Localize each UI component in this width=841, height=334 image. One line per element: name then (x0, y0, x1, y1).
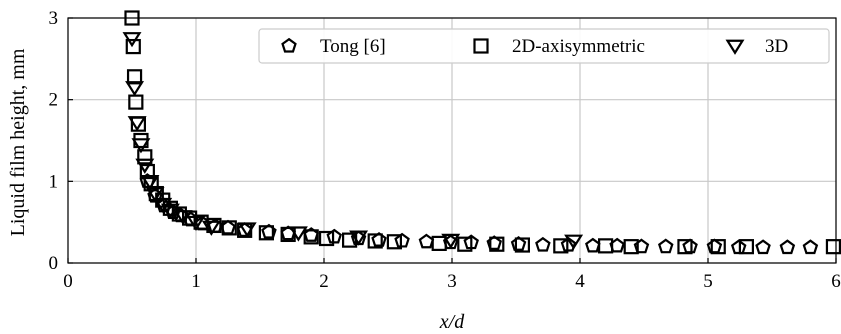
x-tick-label: 0 (63, 271, 73, 292)
data-point-triangle-down (201, 220, 221, 236)
data-point-pentagon (779, 239, 796, 255)
data-point-triangle-down (145, 187, 165, 203)
y-tick-label: 1 (49, 171, 59, 192)
legend-label: 3D (765, 36, 788, 57)
data-point-square (206, 217, 222, 234)
y-axis-label: Liquid film height, mm (7, 48, 29, 236)
legend-marker-triangle-down (725, 39, 745, 55)
legend-label: Tong [6] (320, 36, 386, 57)
x-axis-label: x/d (439, 311, 465, 333)
data-point-square (457, 236, 473, 252)
data-point-pentagon (585, 237, 601, 253)
data-point-triangle-down (140, 174, 160, 191)
data-point-pentagon (802, 239, 819, 255)
data-point-pentagon (730, 239, 747, 255)
data-point-square (597, 238, 614, 254)
data-point-square (677, 239, 693, 255)
data-point-pentagon (633, 238, 650, 254)
data-point-triangle-down (122, 32, 142, 48)
plot-frame (67, 17, 837, 264)
axes (67, 17, 837, 264)
legend-box (258, 28, 830, 64)
x-tick-label: 1 (191, 271, 201, 292)
data-point-pentagon (657, 238, 674, 254)
data-point-triangle-down (127, 116, 147, 132)
data-point-square (318, 230, 335, 247)
data-point-pentagon (261, 223, 277, 239)
legend-marker-pentagon (281, 37, 297, 53)
data-point-square (126, 69, 143, 85)
x-tick-label: 6 (831, 271, 841, 292)
data-point-square (514, 237, 531, 253)
data-point-square (124, 10, 140, 26)
x-tick-label: 2 (319, 271, 329, 292)
x-tick-label: 4 (575, 271, 585, 292)
data-point-square (386, 234, 402, 250)
y-tick-label: 3 (49, 8, 59, 29)
data-point-triangle-down (131, 138, 151, 154)
data-point-square (431, 235, 447, 251)
data-point-pentagon (755, 239, 771, 255)
data-point-triangle-down (349, 230, 369, 246)
data-point-triangle-down (441, 233, 461, 249)
data-points (122, 10, 841, 255)
data-point-pentagon (326, 228, 343, 244)
data-point-pentagon (682, 238, 698, 254)
data-point-square (738, 239, 755, 255)
data-point-square (553, 238, 569, 254)
data-point-triangle-down (237, 222, 257, 238)
y-tick-label: 2 (49, 90, 59, 111)
legend: Tong [6] 2D-axisymmetric 3D (258, 28, 830, 64)
data-point-square (137, 149, 153, 165)
data-point-triangle-down (173, 210, 193, 226)
data-point-pentagon (418, 233, 435, 249)
data-point-triangle-down (125, 81, 145, 97)
data-point-triangle-down (564, 234, 584, 250)
data-point-square (143, 176, 159, 192)
data-point-triangle-down (288, 226, 308, 242)
data-point-pentagon (486, 235, 503, 250)
data-point-triangle-down (135, 158, 155, 174)
x-tick-label: 3 (447, 271, 457, 292)
data-point-pentagon (706, 238, 723, 254)
data-point-square (128, 94, 144, 110)
data-point-pentagon (303, 227, 319, 242)
legend-marker-square (473, 38, 489, 54)
data-point-pentagon (510, 236, 527, 251)
data-point-triangle-down (186, 215, 206, 231)
data-point-pentagon (560, 236, 577, 252)
data-point-square (825, 239, 841, 255)
data-point-square (367, 233, 383, 249)
x-tick-label: 5 (703, 271, 713, 292)
data-point-pentagon (394, 232, 410, 248)
data-point-pentagon (371, 231, 387, 247)
data-point-square (710, 239, 726, 255)
tick-labels: 0 1 2 3 4 5 6 0 1 2 3 (49, 8, 841, 292)
data-point-square (125, 38, 141, 55)
data-point-square (258, 225, 274, 241)
data-point-pentagon (535, 236, 551, 252)
data-point-square (221, 220, 237, 236)
legend-label: 2D-axisymmetric (512, 36, 645, 57)
data-point-square (303, 229, 319, 245)
y-tick-label: 0 (49, 253, 59, 274)
data-point-square (489, 236, 505, 252)
data-point-square (623, 239, 639, 255)
